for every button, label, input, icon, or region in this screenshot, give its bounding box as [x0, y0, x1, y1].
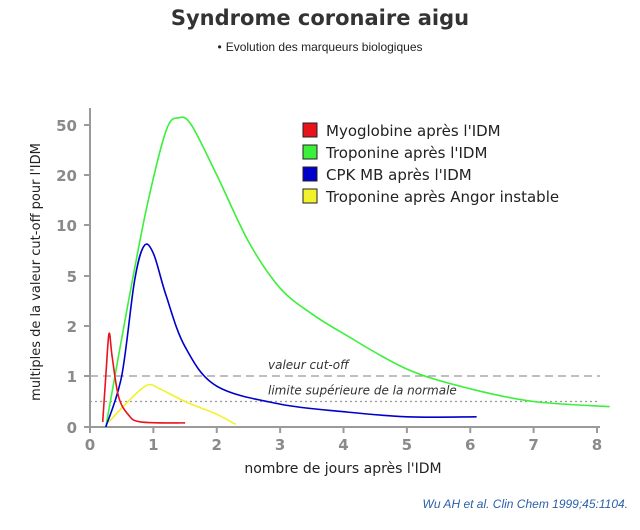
- series-lines: [101, 116, 610, 428]
- axes: 0 1 2 5 10 20 50 0 1 2 3 4 5 6 7 8 nombre de jours après…: [29, 108, 602, 477]
- citation-authors: Wu AH et al.: [422, 497, 493, 511]
- reference-line-label: valeur cut-off: [268, 358, 350, 372]
- legend-label: CPK MB après l'IDM: [326, 166, 472, 184]
- chart-subtitle: • Evolution des marqueurs biologiques: [0, 40, 640, 54]
- x-tick-label: 1: [148, 436, 158, 454]
- series-line-0: [101, 332, 186, 424]
- x-tick-label: 2: [212, 436, 222, 454]
- citation-ref: 1999;45:1104.: [548, 497, 628, 511]
- bullet-icon: •: [217, 40, 222, 54]
- y-tick-label: 20: [56, 167, 77, 185]
- legend-swatch: [302, 122, 318, 138]
- legend-label: Troponine après l'IDM: [325, 144, 487, 162]
- x-tick-label: 8: [592, 436, 602, 454]
- x-tick-label: 0: [85, 436, 95, 454]
- x-tick-label: 7: [528, 436, 538, 454]
- y-tick-label: 10: [56, 217, 77, 235]
- y-tick-label: 0: [67, 419, 77, 437]
- x-tick-label: 6: [465, 436, 475, 454]
- y-tick-label: 2: [67, 318, 77, 336]
- series-line-1: [105, 116, 610, 428]
- citation-journal: Clin Chem: [492, 497, 549, 511]
- reference-lines: valeur cut-off limite supérieure de la no…: [90, 358, 600, 403]
- legend-label: Myoglobine après l'IDM: [326, 122, 501, 140]
- legend-swatch: [302, 166, 318, 182]
- series-line-3: [108, 383, 237, 426]
- y-tick-label: 50: [56, 117, 77, 135]
- x-tick-label: 3: [275, 436, 285, 454]
- legend-label: Troponine après Angor instable: [325, 188, 559, 206]
- legend-swatch: [302, 188, 318, 204]
- reference-line-label: limite supérieure de la normale: [268, 384, 457, 398]
- chart-title: Syndrome coronaire aigu: [170, 6, 470, 30]
- citation: Wu AH et al. Clin Chem 1999;45:1104.: [423, 497, 628, 511]
- x-axis-label: nombre de jours après l'IDM: [244, 461, 441, 477]
- legend: Myoglobine après l'IDM Troponine après l'…: [302, 122, 559, 206]
- y-axis-label: multiples de la valeur cut-off pour l'ID…: [29, 143, 44, 401]
- chart-subtitle-text: Evolution des marqueurs biologiques: [225, 40, 423, 54]
- y-tick-label: 5: [67, 268, 77, 286]
- x-tick-label: 4: [338, 436, 348, 454]
- y-tick-label: 1: [67, 368, 77, 386]
- series-line-2: [105, 243, 477, 428]
- legend-swatch: [302, 144, 318, 160]
- x-tick-label: 5: [402, 436, 412, 454]
